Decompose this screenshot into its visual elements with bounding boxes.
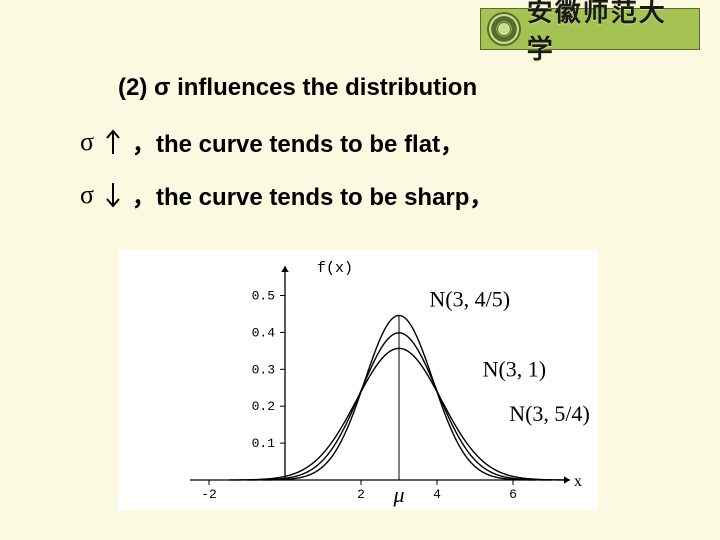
statement-sigma-up: σ ，the curve tends to be flat， [80, 124, 664, 159]
svg-text:0.2: 0.2 [252, 399, 275, 414]
svg-text:N(3, 1): N(3, 1) [483, 357, 547, 382]
sigma-symbol: σ [80, 180, 94, 210]
svg-text:4: 4 [433, 487, 441, 502]
svg-text:N(3, 4/5): N(3, 4/5) [429, 287, 510, 312]
statement-text: ，the curve tends to be sharp， [132, 177, 493, 212]
statement-sigma-down: σ ，the curve tends to be sharp， [80, 177, 664, 212]
svg-text:μ: μ [392, 482, 404, 507]
slide-heading: (2) σ influences the distribution [118, 74, 664, 102]
svg-text:N(3, 5/4): N(3, 5/4) [509, 401, 590, 426]
university-logo-badge: 安徽师范大学 [480, 8, 700, 50]
chart-svg: -2 2 4 6 0.1 0.2 0.3 0.4 0.5 f(x) x μ N(3, 4/5) N(3, … [118, 250, 598, 510]
university-name: 安徽师范大学 [527, 0, 693, 66]
svg-text:-2: -2 [201, 487, 217, 502]
statement-text: ，the curve tends to be flat， [132, 124, 464, 159]
sigma-symbol: σ [80, 127, 94, 157]
slide-content: (2) σ influences the distribution σ ，the… [0, 74, 720, 230]
svg-text:f(x): f(x) [317, 260, 353, 277]
university-seal-icon [487, 12, 521, 46]
arrow-up-icon [104, 128, 122, 156]
normal-distribution-chart: -2 2 4 6 0.1 0.2 0.3 0.4 0.5 f(x) x μ N(3, 4/5) N(3, … [118, 250, 598, 510]
svg-text:x: x [574, 473, 582, 490]
arrow-down-icon [104, 181, 122, 209]
svg-text:0.3: 0.3 [252, 362, 275, 377]
svg-text:2: 2 [357, 487, 365, 502]
svg-text:0.5: 0.5 [252, 289, 275, 304]
svg-text:0.4: 0.4 [252, 325, 276, 340]
svg-text:0.1: 0.1 [252, 436, 276, 451]
svg-text:6: 6 [509, 487, 517, 502]
